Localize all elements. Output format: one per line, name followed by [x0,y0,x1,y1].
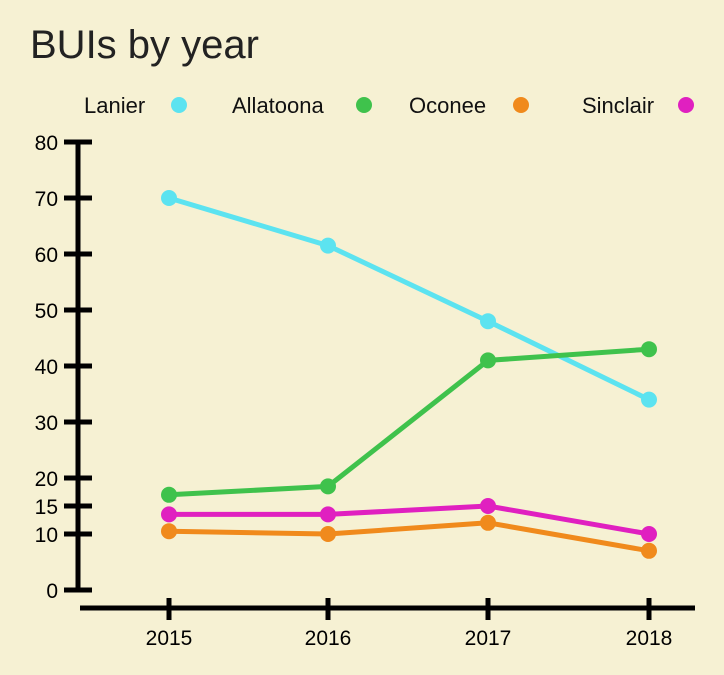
series-group [161,190,657,408]
y-tick-label: 60 [35,244,58,267]
y-tick-label: 70 [35,188,58,211]
x-tick-label: 2017 [465,627,512,650]
legend-label: Lanier [84,93,145,118]
legend-label: Oconee [409,93,486,118]
data-point [320,237,336,254]
series-group [161,341,657,503]
data-point [480,352,496,369]
y-tick-label: 10 [35,524,58,547]
data-point [320,478,336,495]
legend-marker [678,97,694,113]
series-group [161,514,657,559]
x-tick-label: 2015 [146,627,193,650]
legend-label: Sinclair [582,93,654,118]
x-tick-label: 2016 [305,627,352,650]
data-point [480,313,496,330]
data-point [161,506,177,523]
axes: 0 10 15 20 30 40 50 60 70 80 2015 2016 2017 2018 [35,132,695,650]
legend-marker [171,97,187,113]
legend-marker [513,97,529,113]
y-tick-label: 50 [35,300,58,323]
series-layer [161,190,657,559]
data-point [320,526,336,542]
series-line [166,520,652,554]
data-point [480,514,496,531]
data-point [161,190,177,206]
data-point [161,523,177,540]
legend-marker [356,97,372,113]
y-tick-label: 20 [35,468,58,491]
legend: Lanier Allatoona Oconee Sinclair [84,93,694,118]
y-tick-label: 80 [35,132,58,155]
data-point [641,542,657,559]
legend-label: Allatoona [232,93,325,118]
data-point [161,486,177,503]
y-tick-label: 0 [46,580,58,603]
data-point [320,506,336,523]
y-tick-label: 30 [35,412,58,435]
chart-title: BUIs by year [30,23,259,67]
series-line [166,346,652,498]
data-point [641,341,657,358]
data-point [641,391,657,408]
x-tick-label: 2018 [626,627,673,650]
y-tick-label: 40 [35,356,58,379]
series-group [161,498,657,542]
series-line [166,503,652,537]
data-point [641,526,657,542]
series-line [166,195,652,403]
data-point [480,498,496,514]
y-tick-label: 15 [35,496,58,519]
